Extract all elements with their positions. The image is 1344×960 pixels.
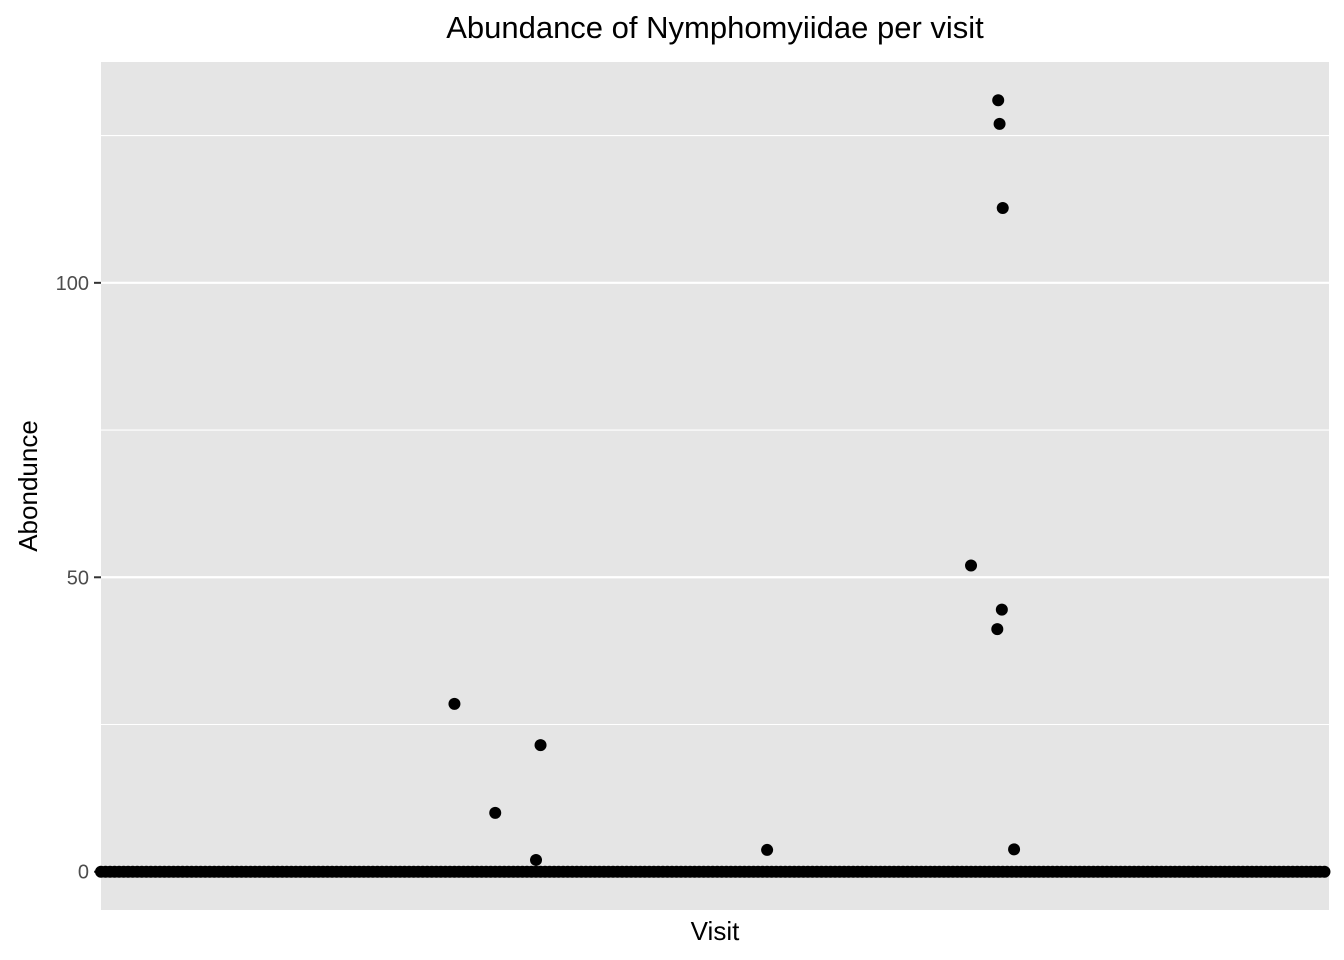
data-point (1008, 843, 1021, 856)
data-point-zero (1318, 865, 1331, 878)
data-point (996, 202, 1009, 215)
y-tick-label: 100 (56, 273, 89, 295)
data-point (448, 697, 461, 710)
data-point (534, 739, 547, 752)
y-tick-label: 0 (78, 862, 89, 884)
x-axis-title: Visit (691, 916, 740, 946)
y-axis: 0 50 100 (56, 273, 101, 884)
data-point (995, 603, 1008, 616)
data-point (991, 623, 1004, 636)
data-point (992, 94, 1005, 107)
data-point (993, 117, 1006, 130)
chart-title: Abundance of Nymphomyiidae per visit (446, 10, 984, 45)
data-points (95, 94, 1331, 878)
y-tick-label: 50 (67, 567, 89, 589)
data-point (965, 559, 978, 572)
y-axis-title: Abondunce (13, 420, 43, 552)
plot-panel (101, 62, 1329, 910)
data-point (761, 843, 774, 856)
data-point (530, 853, 543, 866)
data-point (489, 806, 502, 819)
